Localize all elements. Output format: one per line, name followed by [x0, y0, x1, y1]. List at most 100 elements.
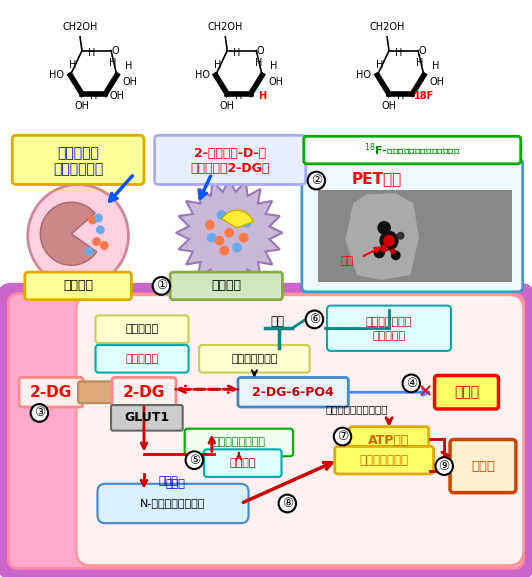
- FancyBboxPatch shape: [302, 159, 522, 292]
- Text: 解糖系で代謝できない: 解糖系で代謝できない: [326, 404, 388, 414]
- Text: 細胞死: 細胞死: [471, 459, 495, 473]
- Text: 2-DG-6-PO4: 2-DG-6-PO4: [252, 386, 334, 399]
- Circle shape: [92, 237, 101, 246]
- Text: ヘキソキナーゼ: ヘキソキナーゼ: [231, 354, 278, 364]
- FancyBboxPatch shape: [199, 345, 310, 373]
- Circle shape: [379, 231, 398, 250]
- Circle shape: [88, 216, 97, 224]
- FancyBboxPatch shape: [111, 405, 182, 430]
- Circle shape: [96, 226, 105, 234]
- Text: を拮抗阻害: を拮抗阻害: [372, 331, 405, 341]
- Circle shape: [205, 220, 215, 230]
- Text: がん細胞: がん細胞: [211, 279, 242, 293]
- Text: H: H: [90, 91, 97, 101]
- Text: PET検査: PET検査: [351, 171, 402, 186]
- Text: 小胞体ストレス: 小胞体ストレス: [360, 454, 409, 467]
- Text: H: H: [255, 58, 262, 69]
- FancyBboxPatch shape: [155, 135, 306, 185]
- FancyBboxPatch shape: [9, 294, 523, 568]
- Text: O: O: [418, 46, 426, 55]
- Text: 解糖系: 解糖系: [454, 385, 479, 399]
- Circle shape: [232, 242, 242, 253]
- Circle shape: [334, 428, 351, 445]
- Text: ⑥: ⑥: [309, 313, 320, 326]
- FancyBboxPatch shape: [350, 427, 429, 454]
- Text: O: O: [111, 46, 119, 55]
- Text: ⑨: ⑨: [438, 459, 450, 473]
- Text: OH: OH: [110, 91, 124, 101]
- Text: 小胞体: 小胞体: [165, 479, 185, 489]
- Text: 小胞体: 小胞体: [158, 476, 178, 486]
- Text: H: H: [258, 91, 266, 101]
- FancyBboxPatch shape: [96, 316, 188, 343]
- Text: 2-DG: 2-DG: [30, 385, 72, 400]
- Circle shape: [217, 210, 226, 220]
- Text: OH: OH: [123, 77, 138, 87]
- Circle shape: [239, 233, 248, 242]
- Text: H: H: [417, 58, 423, 69]
- Text: ATP枯渇: ATP枯渇: [368, 434, 410, 447]
- Text: ③: ③: [34, 406, 45, 419]
- Circle shape: [397, 232, 404, 239]
- Text: 阻害: 阻害: [271, 315, 285, 328]
- Circle shape: [100, 241, 109, 250]
- Circle shape: [383, 235, 395, 246]
- FancyBboxPatch shape: [435, 376, 498, 409]
- Circle shape: [380, 245, 388, 253]
- Text: ⑧: ⑧: [281, 497, 293, 510]
- FancyBboxPatch shape: [185, 429, 293, 456]
- Text: ②: ②: [311, 174, 322, 187]
- Text: HO: HO: [195, 70, 210, 80]
- Circle shape: [403, 374, 420, 392]
- Text: H: H: [233, 47, 240, 58]
- Text: OH: OH: [381, 101, 396, 111]
- Text: H: H: [395, 47, 402, 58]
- Circle shape: [306, 310, 323, 328]
- Circle shape: [373, 246, 385, 258]
- FancyBboxPatch shape: [96, 345, 188, 373]
- Circle shape: [215, 235, 225, 246]
- Text: 活性低下: 活性低下: [229, 458, 256, 468]
- Text: ⑦: ⑦: [337, 430, 348, 443]
- Text: H: H: [88, 47, 95, 58]
- Circle shape: [229, 216, 239, 226]
- Circle shape: [377, 221, 391, 235]
- Circle shape: [207, 233, 217, 242]
- Text: ④: ④: [406, 377, 417, 390]
- FancyBboxPatch shape: [112, 377, 176, 407]
- Text: ⑤: ⑤: [189, 454, 200, 467]
- FancyBboxPatch shape: [76, 295, 523, 565]
- Text: H: H: [214, 61, 221, 70]
- Text: H: H: [376, 61, 383, 70]
- FancyBboxPatch shape: [97, 484, 248, 523]
- Wedge shape: [40, 202, 97, 265]
- Text: CH2OH: CH2OH: [369, 22, 405, 32]
- Text: ルコース（2-DG）: ルコース（2-DG）: [190, 162, 270, 175]
- Text: グルコース: グルコース: [57, 146, 99, 160]
- Text: がん細胞内: がん細胞内: [126, 324, 159, 334]
- FancyBboxPatch shape: [25, 272, 131, 299]
- Text: ①: ①: [156, 279, 167, 293]
- FancyBboxPatch shape: [78, 381, 113, 403]
- Circle shape: [242, 218, 252, 228]
- Text: GLUT1: GLUT1: [124, 411, 169, 424]
- Circle shape: [279, 494, 296, 512]
- Text: 18F: 18F: [414, 91, 434, 101]
- Circle shape: [31, 404, 48, 422]
- Wedge shape: [222, 210, 253, 228]
- Text: CH2OH: CH2OH: [207, 22, 243, 32]
- FancyBboxPatch shape: [238, 377, 348, 407]
- Circle shape: [220, 246, 229, 256]
- Text: H: H: [397, 91, 404, 101]
- Text: HO: HO: [49, 70, 64, 80]
- Text: HO: HO: [356, 70, 371, 80]
- Text: O: O: [256, 46, 264, 55]
- Text: H: H: [432, 61, 439, 72]
- Text: H: H: [270, 61, 277, 72]
- Polygon shape: [345, 193, 419, 280]
- Text: （ブドウ糖）: （ブドウ糖）: [53, 162, 103, 176]
- Text: 取込み充進: 取込み充進: [126, 354, 159, 364]
- Circle shape: [307, 172, 325, 189]
- FancyBboxPatch shape: [12, 135, 144, 185]
- FancyBboxPatch shape: [318, 190, 512, 282]
